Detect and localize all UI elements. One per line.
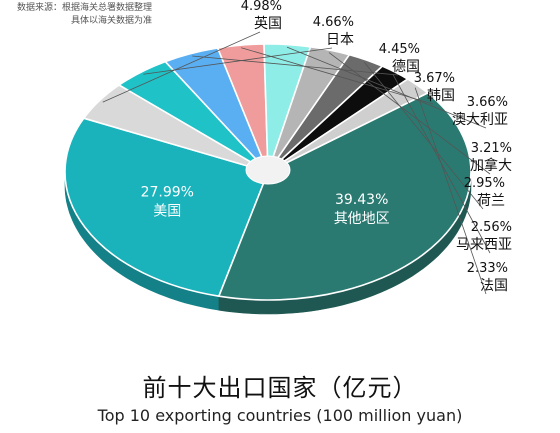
pie-leader-line-8 xyxy=(364,61,484,210)
pie-value-label-2: 4.98% xyxy=(241,0,282,14)
pie-value-label-11: 39.43% xyxy=(335,192,388,208)
pie-value-label-5: 3.67% xyxy=(414,71,455,86)
pie-value-label-7: 3.21% xyxy=(471,141,512,156)
pie-leader-line-7 xyxy=(328,52,491,175)
chart-subtitle: Top 10 exporting countries (100 million … xyxy=(97,406,463,425)
pie-category-label-3: 日本 xyxy=(326,32,354,48)
pie-category-label-5: 韩国 xyxy=(427,88,455,104)
pie-value-label-4: 4.45% xyxy=(379,42,420,57)
chart-title: 前十大出口国家（亿元） xyxy=(142,374,418,402)
pie-category-label-9: 马来西亚 xyxy=(456,237,512,253)
pie-category-label-6: 澳大利亚 xyxy=(452,112,508,128)
pie-category-label-7: 加拿大 xyxy=(470,157,512,174)
pie-value-label-3: 4.66% xyxy=(313,15,354,30)
pie-value-label-8: 2.95% xyxy=(464,176,505,191)
pie-category-label-8: 荷兰 xyxy=(477,193,505,209)
pie-slice-11 xyxy=(218,92,472,301)
pie-category-label-10: 法国 xyxy=(480,278,508,294)
pie-leader-line-10 xyxy=(414,87,487,295)
source-note: 数据来源：根据海关总署数据整理 具体以海关数据为准 xyxy=(2,2,152,28)
pie-slice-1 xyxy=(64,117,269,297)
pie-leader-line-4 xyxy=(192,55,399,76)
pie-value-label-10: 2.33% xyxy=(467,261,508,276)
pie-category-label-11: 其他地区 xyxy=(334,211,390,227)
pie-leader-line-5 xyxy=(241,47,434,105)
pie-category-label-2: 英国 xyxy=(254,15,282,32)
pie-value-label-1: 27.99% xyxy=(141,185,194,201)
source-line-1: 数据来源：根据海关总署数据整理 xyxy=(16,3,152,13)
pie-category-label-1: 美国 xyxy=(153,204,181,220)
pie-leader-line-2 xyxy=(102,31,261,103)
pie-chart: 27.99% 美国 4.98%英国 4.66% 日本 4.45% 德国3.67% 韩国 3.66… xyxy=(64,0,512,315)
pie-category-label-4: 德国 xyxy=(392,59,420,75)
source-line-2: 具体以海关数据为准 xyxy=(70,16,152,26)
pie-value-label-6: 3.66% xyxy=(467,95,508,110)
pie-center-hole xyxy=(245,155,291,185)
pie-value-label-9: 2.56% xyxy=(471,220,512,235)
pie-leader-line-6 xyxy=(286,46,487,129)
